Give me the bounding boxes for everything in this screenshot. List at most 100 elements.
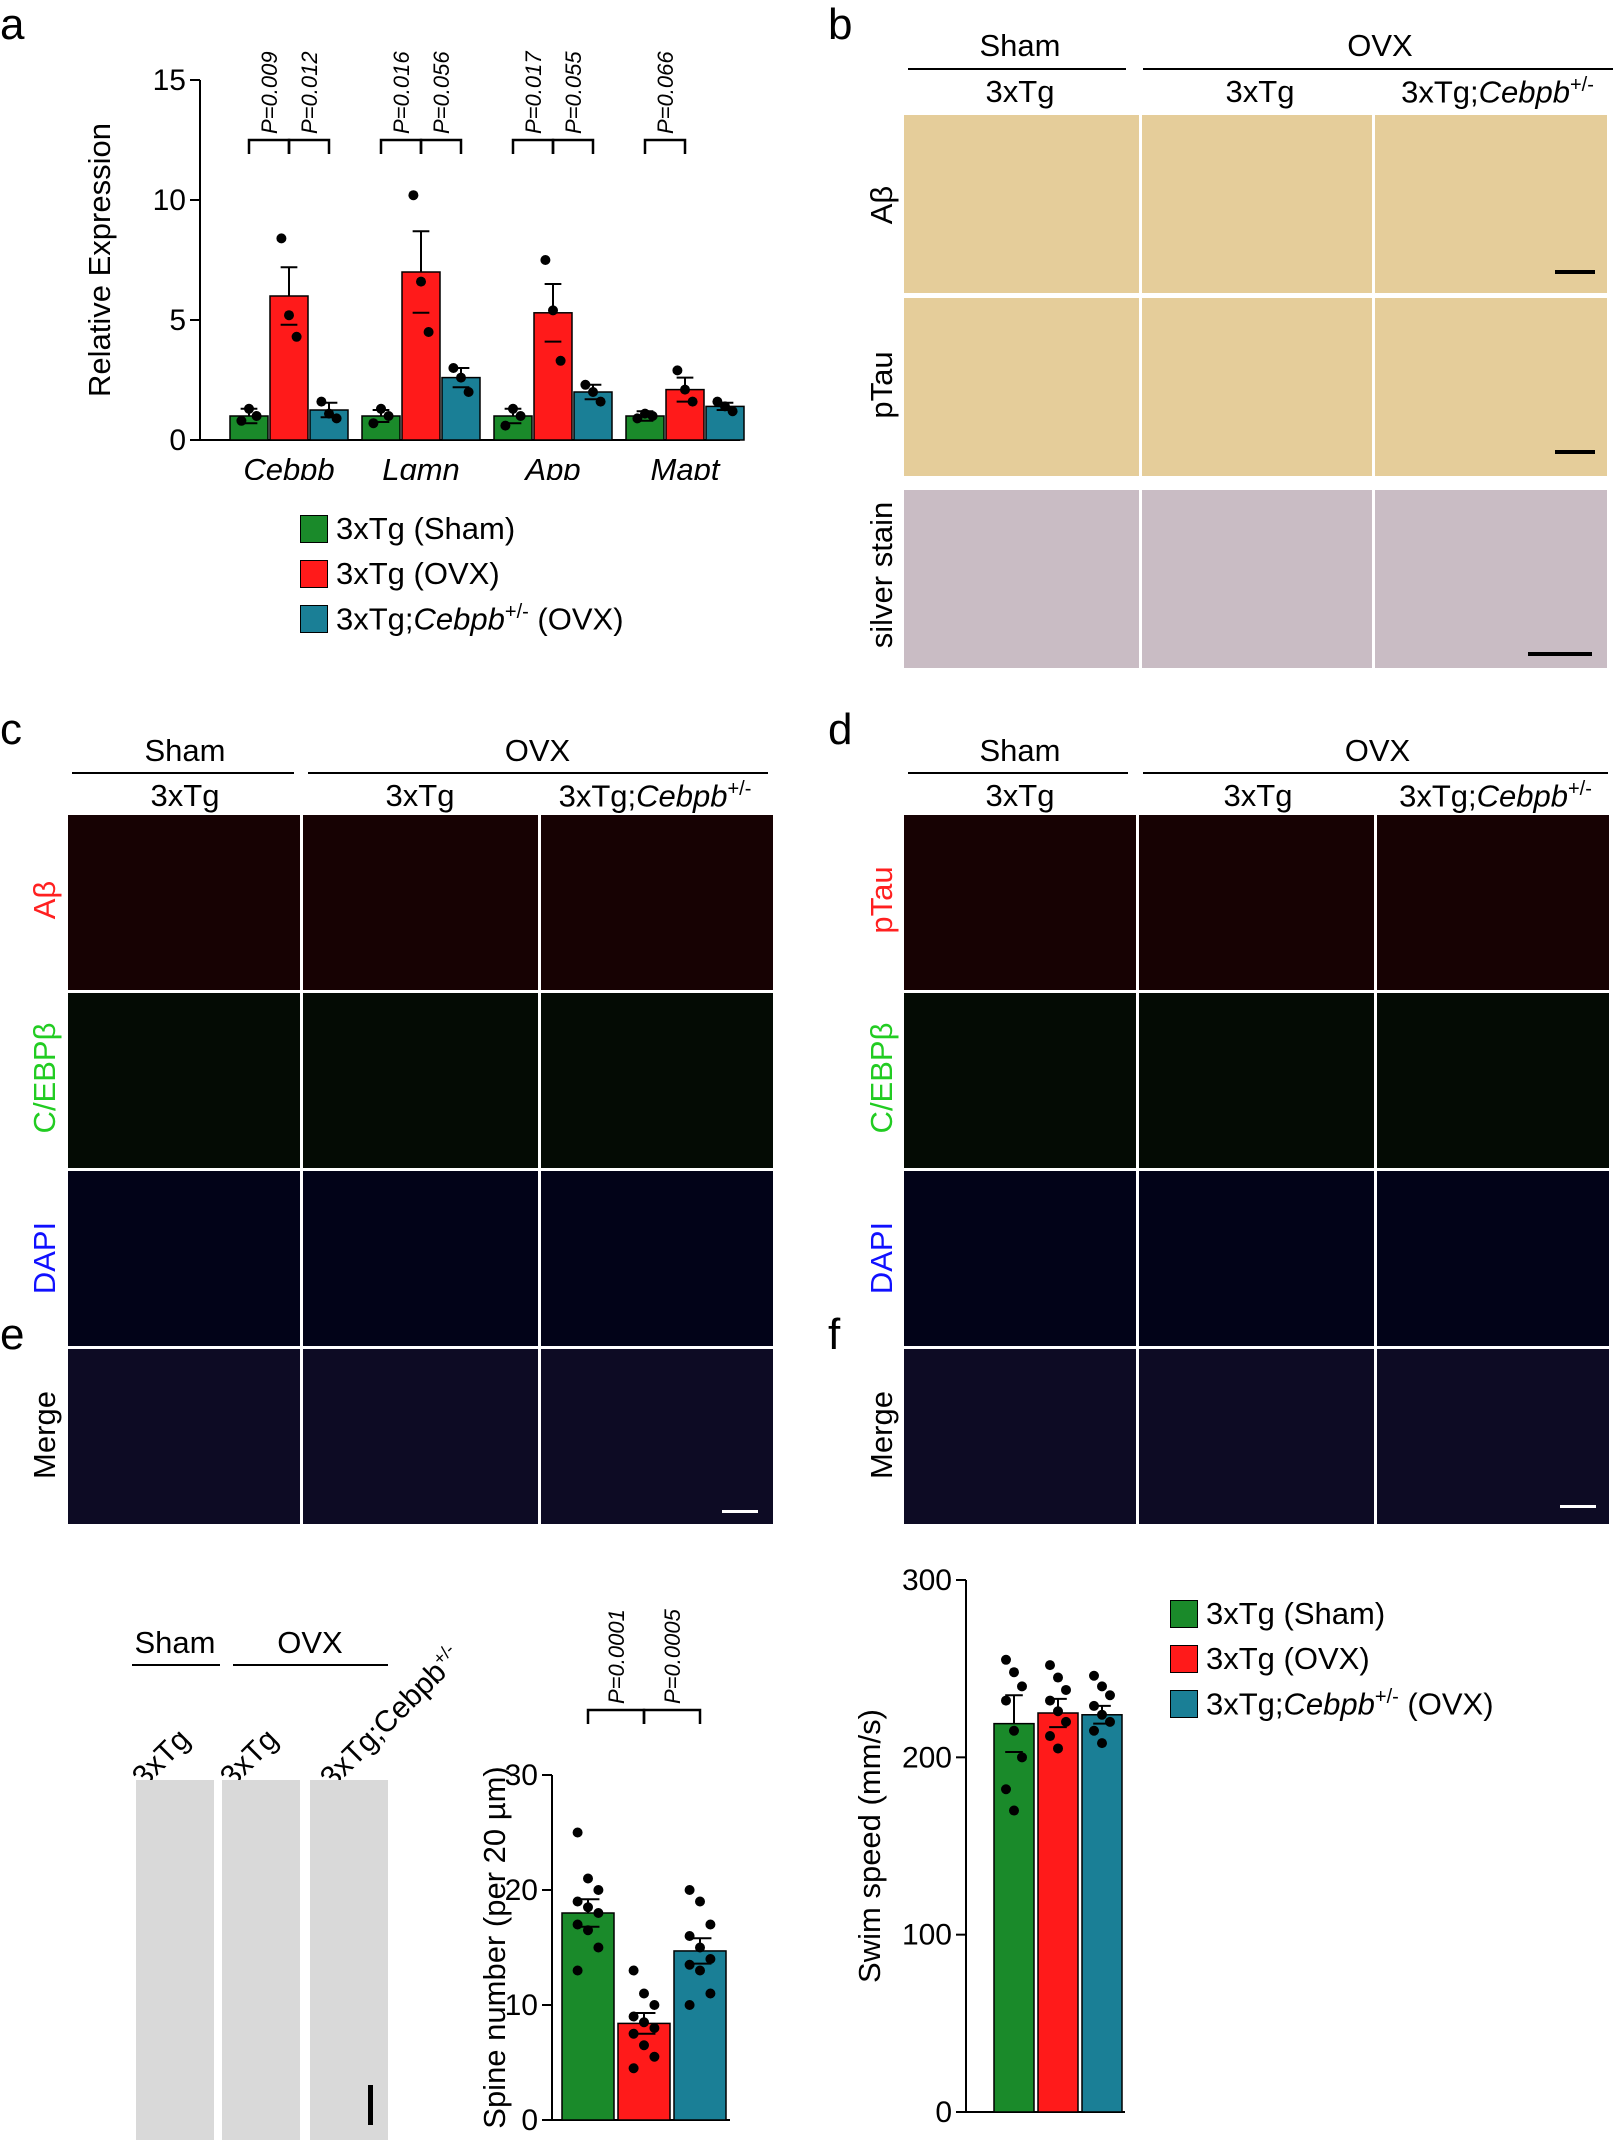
c-col-tg-1: 3xTg xyxy=(150,778,220,813)
x-category-label: Lgmn xyxy=(382,452,460,480)
bar xyxy=(625,415,665,441)
data-point xyxy=(1089,1670,1099,1681)
significance-bracket xyxy=(586,1708,646,1724)
data-point xyxy=(705,1919,716,1930)
c-row-dapi: DAPI xyxy=(27,1221,62,1295)
legend-f-swatch-het xyxy=(1170,1690,1198,1718)
d-image-dapi-ovx xyxy=(1139,1171,1374,1346)
b-col-tg-2: 3xTg xyxy=(1225,74,1295,109)
b-image-ptau-het xyxy=(1375,298,1607,476)
d-row-dapi: DAPI xyxy=(864,1221,899,1295)
data-point xyxy=(463,387,474,397)
data-point xyxy=(1089,1725,1099,1736)
b-row-ptau: pTau xyxy=(864,351,899,419)
data-point xyxy=(383,411,394,421)
c-scalebar xyxy=(722,1510,758,1513)
b-image-abeta-het xyxy=(1375,115,1607,293)
data-point xyxy=(695,1965,705,1976)
c-image-dapi-sham xyxy=(68,1171,300,1346)
data-point xyxy=(632,413,643,424)
d-image-merge-ovx xyxy=(1139,1349,1374,1524)
c-header-ovx: OVX xyxy=(504,733,571,768)
significance-bracket xyxy=(247,138,291,154)
e-header-sham-line xyxy=(132,1664,220,1666)
data-point xyxy=(720,401,730,412)
c-col-tg-2: 3xTg xyxy=(385,778,455,813)
e-header-sham: Sham xyxy=(134,1625,216,1660)
y-tick-label: 20 xyxy=(505,1874,538,1907)
d-col-het: 3xTg;Cebpb+/- xyxy=(1399,778,1592,814)
data-point xyxy=(251,411,262,421)
b-image-abeta-ovx xyxy=(1142,115,1372,293)
c-image-merge-ovx xyxy=(303,1349,538,1524)
d-image-merge-sham xyxy=(904,1349,1136,1524)
data-point xyxy=(705,1988,716,1999)
y-tick-label: 100 xyxy=(902,1919,952,1952)
d-image-cebpb-het xyxy=(1377,993,1609,1168)
significance-bracket xyxy=(379,138,423,154)
bar xyxy=(361,415,401,441)
data-point xyxy=(695,1942,705,1953)
d-image-cebpb-ovx xyxy=(1139,993,1374,1168)
data-point xyxy=(291,331,302,342)
data-point xyxy=(684,1885,695,1895)
data-point xyxy=(276,233,287,244)
e-header-ovx-line xyxy=(233,1664,388,1666)
legend-swatch-het xyxy=(300,605,328,633)
e-image-dendrite-het xyxy=(310,1780,388,2140)
c-image-cebpb-sham xyxy=(68,993,300,1168)
data-point xyxy=(593,1885,604,1895)
x-category-label: App xyxy=(523,452,580,480)
x-category-label: Cebpb xyxy=(243,452,334,480)
data-point xyxy=(1053,1743,1063,1754)
y-tick-label: 0 xyxy=(521,2104,538,2135)
data-point xyxy=(1061,1684,1071,1695)
significance-bracket xyxy=(642,1708,702,1724)
y-tick-label: 0 xyxy=(169,424,186,457)
d-header-ovx: OVX xyxy=(1344,733,1411,768)
data-point xyxy=(1001,1654,1011,1665)
data-point xyxy=(540,255,551,265)
bar xyxy=(229,415,269,441)
p-value-label: P=0.055 xyxy=(561,51,586,134)
y-tick-label: 30 xyxy=(505,1759,538,1792)
legend-f-swatch-ovx xyxy=(1170,1645,1198,1673)
data-point xyxy=(628,2063,639,2074)
c-row-cebpb: C/EBPβ xyxy=(27,1022,62,1134)
data-point xyxy=(695,1896,705,1907)
data-point xyxy=(1009,1667,1019,1678)
d-row-ptau: pTau xyxy=(864,866,899,934)
bar xyxy=(401,271,441,441)
b-header-sham: Sham xyxy=(979,28,1061,63)
data-point xyxy=(1053,1706,1063,1717)
p-value-label: P=0.0005 xyxy=(660,1608,685,1704)
c-image-merge-het xyxy=(541,1349,773,1524)
data-point xyxy=(727,406,738,417)
bar xyxy=(665,388,705,441)
y-tick-label: 5 xyxy=(169,304,186,337)
b-col-tg-1: 3xTg xyxy=(985,74,1055,109)
data-point xyxy=(684,2000,695,2010)
data-point xyxy=(456,372,466,383)
data-point xyxy=(672,365,683,376)
data-point xyxy=(1001,1784,1011,1795)
bar xyxy=(533,312,573,441)
data-point xyxy=(408,190,419,201)
b-scalebar-3 xyxy=(1528,652,1592,656)
data-point xyxy=(284,310,294,321)
significance-bracket xyxy=(511,138,555,154)
data-point xyxy=(1053,1672,1063,1683)
y-axis-label: Spine number (per 20 µm) xyxy=(480,1766,512,2128)
data-point xyxy=(1045,1695,1055,1706)
c-col-het: 3xTg;Cebpb+/- xyxy=(558,778,752,814)
legend-a: 3xTg (Sham) 3xTg (OVX) 3xTg;Cebpb+/- (OV… xyxy=(300,511,740,665)
data-point xyxy=(1017,1752,1027,1763)
d-header-sham-line xyxy=(908,772,1128,774)
p-value-label: P=0.017 xyxy=(521,51,546,134)
p-value-label: P=0.056 xyxy=(429,51,454,134)
b-scalebar-2 xyxy=(1555,450,1595,454)
bar xyxy=(617,2022,671,2121)
data-point xyxy=(1009,1805,1019,1816)
data-point xyxy=(368,418,379,429)
